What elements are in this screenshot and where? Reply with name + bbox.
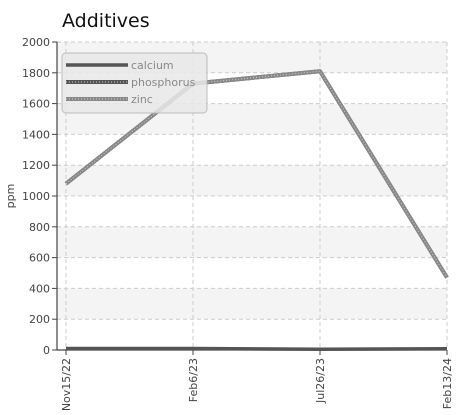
x-tick-label: Nov15/22	[60, 358, 73, 411]
y-tick-label: 1400	[22, 128, 50, 141]
chart-title: Additives	[62, 10, 150, 32]
y-tick-label: 400	[29, 282, 50, 295]
y-axis-label: ppm	[4, 184, 17, 209]
y-tick-label: 800	[29, 221, 50, 234]
background-band	[57, 226, 447, 258]
legend-label-zinc: zinc	[131, 93, 153, 106]
y-tick-label: 1000	[22, 190, 50, 203]
y-tick-labels: 0 200 400 600 800 1000 1200 1400 1600 1800 2000	[22, 36, 50, 357]
legend-label-calcium: calcium	[131, 59, 174, 72]
x-tick-label: Feb13/24	[441, 358, 454, 409]
x-tick-label: Feb6/23	[187, 358, 200, 402]
y-tick-label: 1800	[22, 67, 50, 80]
y-tick-label: 200	[29, 313, 50, 326]
legend: calcium phosphorus zinc	[61, 52, 208, 114]
y-tick-label: 1200	[22, 159, 50, 172]
y-tick-label: 0	[43, 344, 50, 357]
x-tick-label: Jul26/23	[314, 358, 327, 404]
series-dots-zinc	[65, 70, 448, 278]
series-line-calcium	[66, 346, 448, 351]
y-tick-label: 2000	[22, 36, 50, 49]
y-tick-label: 1600	[22, 98, 50, 111]
background-band	[57, 288, 447, 320]
x-tick-labels: Nov15/22 Feb6/23 Jul26/23 Feb13/24	[60, 358, 454, 411]
y-tick-label: 600	[29, 252, 50, 265]
legend-label-phosphorus: phosphorus	[131, 76, 196, 89]
series-lines	[64, 69, 449, 351]
